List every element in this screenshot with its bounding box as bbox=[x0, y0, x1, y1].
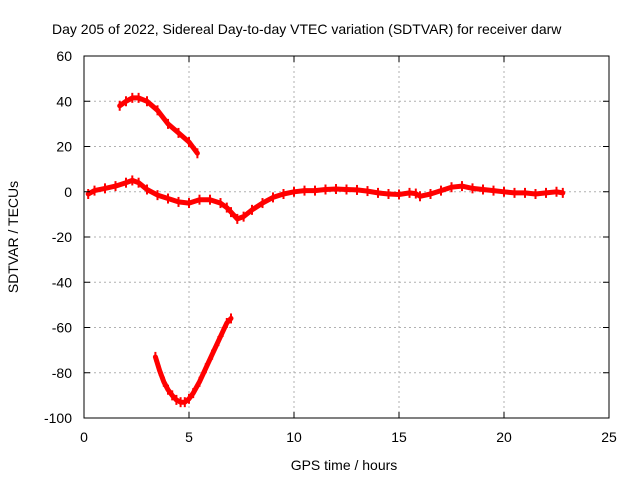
axis-ticks: 0 5 10 15 20 25 -100 -80 -60 -40 -20 0 20 40 60 bbox=[44, 48, 617, 445]
y-tick-label: -100 bbox=[44, 410, 72, 426]
x-tick-label: 25 bbox=[601, 429, 617, 445]
x-tick-label: 20 bbox=[496, 429, 512, 445]
series-line-upper-arc bbox=[117, 95, 200, 156]
y-tick-label: 20 bbox=[56, 139, 72, 155]
x-axis-label: GPS time / hours bbox=[291, 457, 398, 473]
x-tick-label: 5 bbox=[185, 429, 193, 445]
x-tick-label: 10 bbox=[286, 429, 302, 445]
data-series bbox=[85, 92, 566, 408]
y-tick-label: 0 bbox=[64, 184, 72, 200]
y-tick-label: -20 bbox=[52, 229, 72, 245]
x-tick-label: 15 bbox=[391, 429, 407, 445]
chart-title: Day 205 of 2022, Sidereal Day-to-day VTE… bbox=[52, 21, 562, 37]
y-tick-label: -40 bbox=[52, 274, 72, 290]
x-tick-label: 0 bbox=[80, 429, 88, 445]
y-axis-label: SDTVAR / TECUs bbox=[5, 181, 21, 293]
y-tick-label: 60 bbox=[56, 48, 72, 64]
y-tick-label: -80 bbox=[52, 365, 72, 381]
grid-lines bbox=[84, 56, 609, 418]
y-tick-label: 40 bbox=[56, 93, 72, 109]
y-tick-label: -60 bbox=[52, 320, 72, 336]
